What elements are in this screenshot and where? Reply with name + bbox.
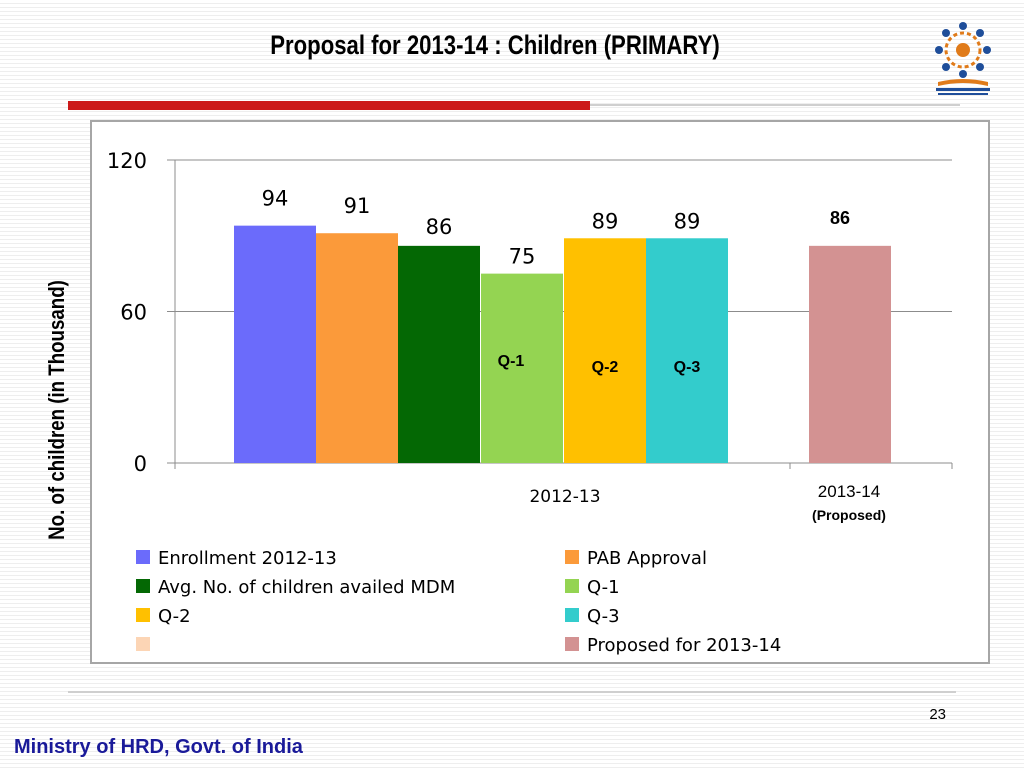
bar-proposed-for-2013-14 — [809, 245, 891, 463]
legend-swatch — [565, 579, 579, 593]
y-axis-title: No. of children (in Thousand) — [44, 280, 69, 540]
legend-swatch — [565, 550, 579, 564]
data-label: 94 — [262, 187, 289, 211]
bar-enrollment-2012-13 — [234, 225, 316, 463]
bar-q-1 — [481, 273, 563, 463]
legend-label: Enrollment 2012-13 — [158, 548, 337, 569]
title-rule — [68, 101, 590, 110]
legend-swatch — [136, 550, 150, 564]
bar-q-2 — [564, 238, 646, 463]
data-label: 91 — [344, 194, 371, 218]
data-label: 89 — [674, 209, 701, 233]
footer-rule — [68, 691, 956, 693]
bar-inner-label: Q-2 — [592, 359, 619, 376]
data-label: 89 — [592, 209, 619, 233]
legend-swatch — [565, 637, 579, 651]
x-category-label: 2013-14 — [818, 482, 880, 501]
bar-q-3 — [646, 238, 728, 463]
page-number: 23 — [929, 706, 946, 723]
x-category-label: 2012-13 — [529, 487, 600, 507]
legend-label: Avg. No. of children availed MDM — [158, 577, 455, 598]
legend-swatch — [136, 637, 150, 651]
data-label: 86 — [830, 208, 850, 228]
data-label: 86 — [426, 215, 453, 239]
bar-inner-label: Q-1 — [498, 353, 525, 370]
legend-label: Q-3 — [587, 606, 620, 627]
footer-text: Ministry of HRD, Govt. of India — [14, 736, 303, 758]
legend-swatch — [136, 579, 150, 593]
y-tick-label: 0 — [134, 452, 147, 476]
legend-swatch — [565, 608, 579, 622]
data-label: 75 — [509, 245, 536, 269]
bar-pab-approval — [316, 233, 398, 463]
slide-title: Proposal for 2013-14 : Children (PRIMARY… — [270, 30, 720, 60]
bar-avg-no-of-children-availed-mdm — [398, 245, 480, 463]
legend-label: Proposed for 2013-14 — [587, 635, 781, 656]
mid-day-meal-logo — [935, 22, 991, 95]
legend-label: Q-2 — [158, 606, 191, 627]
legend-label: PAB Approval — [587, 548, 707, 569]
y-tick-label: 60 — [120, 301, 147, 325]
legend-label: Q-1 — [587, 577, 620, 598]
y-tick-label: 120 — [107, 149, 147, 173]
x-category-sublabel: (Proposed) — [812, 507, 886, 523]
bar-inner-label: Q-3 — [674, 359, 701, 376]
legend-swatch — [136, 608, 150, 622]
title-rule-extension — [590, 104, 960, 106]
